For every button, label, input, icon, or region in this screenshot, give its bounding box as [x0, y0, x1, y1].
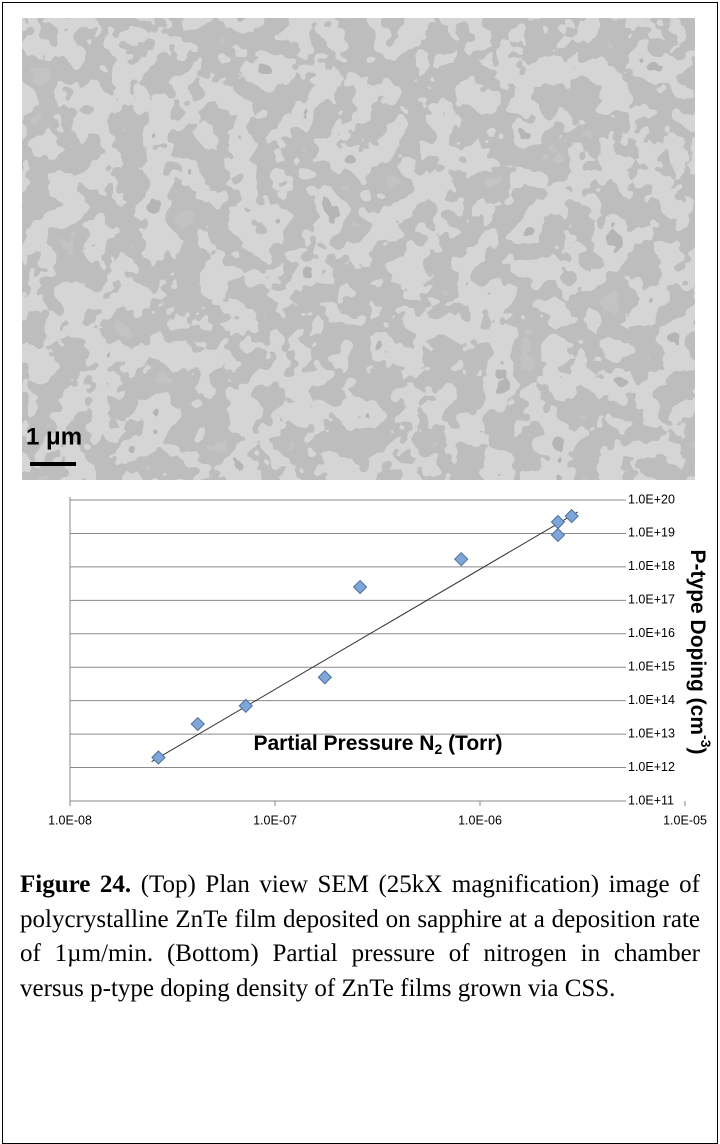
y-tick-label: 1.0E+20	[628, 492, 675, 506]
chart: 1.0E+11 1.0E+12 1.0E+13 1.0E+14 1.0E+15 1.0E+…	[48, 492, 714, 827]
x-tick-label: 1.0E-08	[48, 813, 92, 827]
y-tick-label: 1.0E+11	[628, 793, 674, 807]
data-point	[317, 670, 333, 685]
x-axis-title-tail: (Torr)	[442, 732, 502, 755]
y-tick-label: 1.0E+14	[628, 693, 675, 707]
data-point	[151, 750, 166, 765]
x-axis-title-text: Partial Pressure N	[254, 732, 435, 755]
x-tick-label: 1.0E-07	[253, 813, 297, 827]
x-tick-label: 1.0E-06	[458, 813, 502, 827]
data-point	[352, 579, 368, 595]
scale-label: 1 μm	[26, 423, 82, 450]
x-axis-title: Partial Pressure N2 (Torr)	[254, 732, 503, 757]
figure: 1 μm 1.0E+11 1.0E+12 1.0E+13 1.0E+14 1.0E+15…	[22, 18, 714, 827]
data-point	[454, 551, 469, 567]
y-axis-title-tail: )	[686, 747, 709, 754]
y-axis-title-sup: -3	[698, 735, 714, 748]
x-axis-title-sub: 2	[434, 741, 442, 757]
caption-text: (Top) Plan view SEM (25kX magnification)…	[20, 871, 701, 1002]
y-tick-label: 1.0E+12	[628, 760, 675, 774]
y-tick-label: 1.0E+15	[628, 660, 675, 674]
data-point	[564, 508, 579, 524]
caption-label: Figure 24.	[20, 871, 132, 898]
y-tick-label: 1.0E+16	[628, 626, 675, 640]
y-tick-label: 1.0E+19	[628, 526, 675, 540]
y-tick-label: 1.0E+18	[628, 559, 675, 573]
y-tick-label: 1.0E+17	[628, 593, 675, 607]
sem-image	[22, 18, 695, 480]
trendline	[151, 511, 579, 763]
data-point	[550, 527, 566, 543]
data-point	[238, 698, 253, 714]
y-axis-title-text: P-type Doping (cm	[686, 550, 709, 736]
caption: Figure 24. (Top) Plan view SEM (25kX mag…	[20, 868, 700, 1006]
x-tick-label: 1.0E-05	[663, 813, 707, 827]
y-tick-label: 1.0E+13	[628, 726, 675, 740]
data-point	[190, 716, 205, 732]
y-axis-title: P-type Doping (cm-3)	[686, 550, 714, 755]
